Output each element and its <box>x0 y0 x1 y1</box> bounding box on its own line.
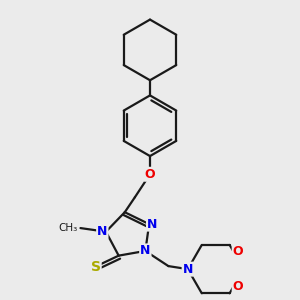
Text: CH₃: CH₃ <box>59 223 78 233</box>
Text: N: N <box>147 218 157 231</box>
Text: S: S <box>91 260 100 274</box>
Text: N: N <box>97 225 107 238</box>
Text: N: N <box>183 262 193 276</box>
Text: O: O <box>233 245 243 258</box>
Text: O: O <box>145 168 155 181</box>
Text: O: O <box>233 280 243 293</box>
Text: N: N <box>140 244 151 257</box>
